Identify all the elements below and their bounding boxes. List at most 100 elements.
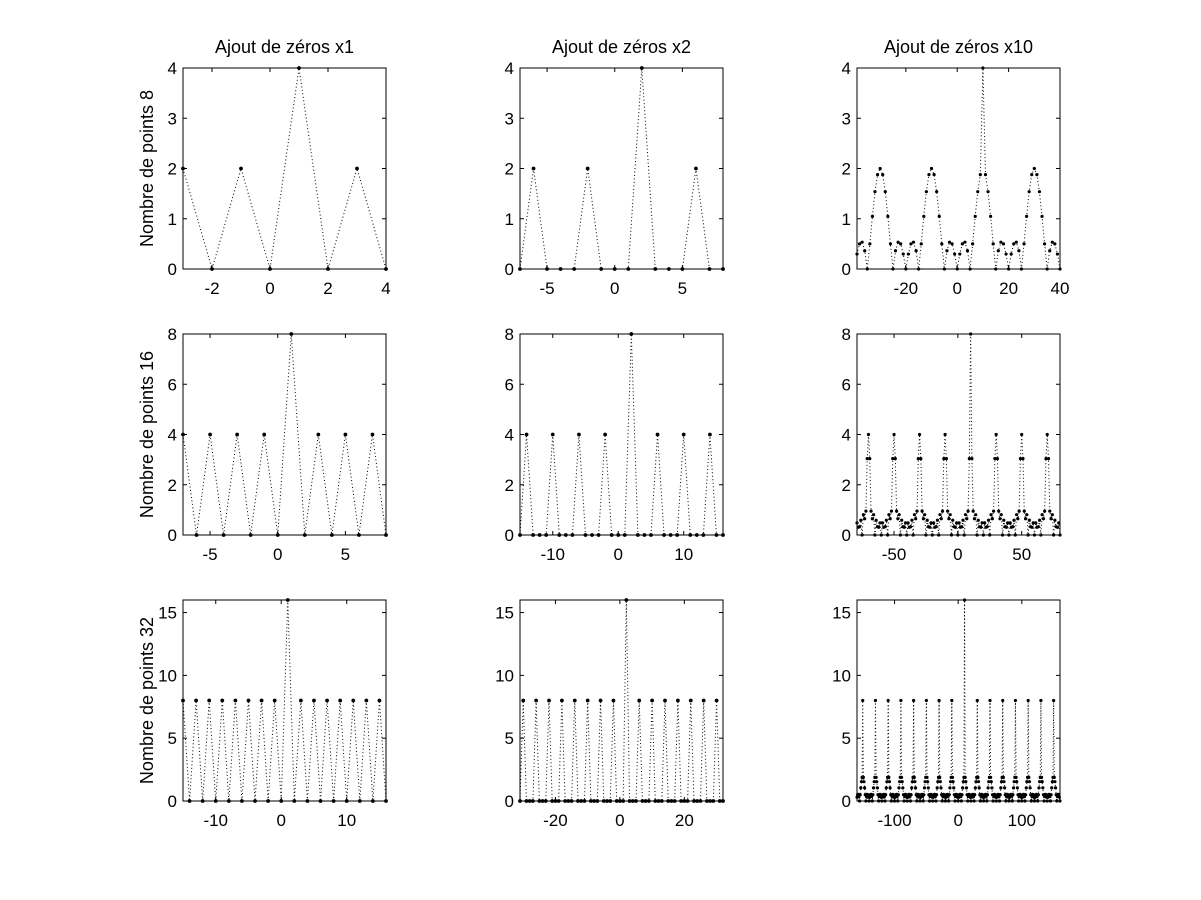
data-point [964,780,968,784]
y-tick-label: 8 [505,325,514,344]
data-point [1018,457,1023,461]
data-point [940,799,944,803]
data-point [878,793,883,797]
data-point [878,166,882,171]
y-tick-label: 5 [842,729,851,748]
data-point [897,786,901,790]
data-point [624,598,629,602]
data-point [947,799,951,803]
x-tick-label: 20 [999,279,1018,298]
data-point [894,509,899,513]
data-point [1022,509,1026,513]
data-point [708,432,712,437]
data-point [925,518,929,522]
data-point [1057,793,1061,797]
data-point [975,698,979,703]
data-point [550,799,555,803]
subplot-2-3: -50 0 50 0 2 4 6 8 [842,325,1062,564]
data-point [1036,793,1040,797]
data-point [998,793,1002,797]
data-point [927,173,931,177]
data-point [1013,533,1017,537]
data-point [857,525,862,529]
data-point [325,698,329,703]
data-point [1014,513,1019,517]
data-point [939,786,943,790]
data-point [922,793,926,797]
data-point [870,214,875,218]
data-point [943,799,948,803]
y-tick-label: 6 [168,375,177,394]
data-point [994,799,998,803]
data-point [331,799,336,803]
data-point [248,533,253,537]
y-tick-label: 0 [842,260,851,279]
data-point [989,214,993,218]
data-point [1055,252,1060,256]
data-point [888,786,892,790]
data-point [701,533,706,537]
data-point [704,799,709,803]
data-point [864,799,868,803]
data-point [653,267,658,271]
data-point [873,698,878,703]
x-tick-label: -20 [894,279,919,298]
data-point [588,799,593,803]
data-point [965,249,970,253]
data-point [989,775,993,780]
data-point [927,799,932,803]
data-point [1039,533,1043,537]
data-point [629,332,634,336]
data-point [611,698,616,703]
data-point [912,698,916,703]
subplot-3-2: -20 0 20 0 5 10 15 [495,598,725,830]
subplot-2-2: -10 0 10 0 2 4 6 8 [505,325,725,564]
data-point [980,521,984,525]
data-point [972,799,976,803]
data-point [887,775,891,780]
data-point [1004,525,1008,529]
axes-frame [519,333,724,536]
y-tick-label: 0 [842,526,851,545]
data-point [377,698,382,703]
data-point [983,521,987,525]
data-point [972,517,977,521]
data-point [630,799,635,803]
x-tick-label: 0 [610,279,619,298]
data-point [298,698,303,703]
data-point [1002,518,1006,522]
data-point [999,513,1003,517]
data-point [627,799,632,803]
data-point [935,518,940,522]
data-point [938,780,942,784]
data-point [614,799,619,803]
data-point [887,780,892,784]
data-point [970,457,974,461]
data-point [930,533,934,537]
data-point [983,173,988,177]
data-point [598,698,603,703]
data-point [872,513,876,517]
data-point [1041,786,1045,790]
x-tick-label: 0 [273,545,282,564]
data-point [1011,786,1016,790]
data-point [572,267,577,271]
data-point [312,698,316,703]
data-point [976,518,980,522]
data-point [986,518,991,522]
data-point [958,252,962,256]
data-point [621,799,626,803]
data-point [951,780,955,784]
data-point [194,533,199,537]
data-point [626,267,631,271]
data-point [187,799,192,803]
data-point [233,698,238,703]
data-point [902,525,906,529]
data-point [1052,775,1056,780]
subplot-1-2: -5 0 5 0 1 2 3 4 Ajout de zéros x2 [505,37,725,298]
data-point [316,432,321,437]
data-point [695,799,700,803]
data-point [1011,525,1015,529]
y-tick-label: 2 [505,160,514,179]
